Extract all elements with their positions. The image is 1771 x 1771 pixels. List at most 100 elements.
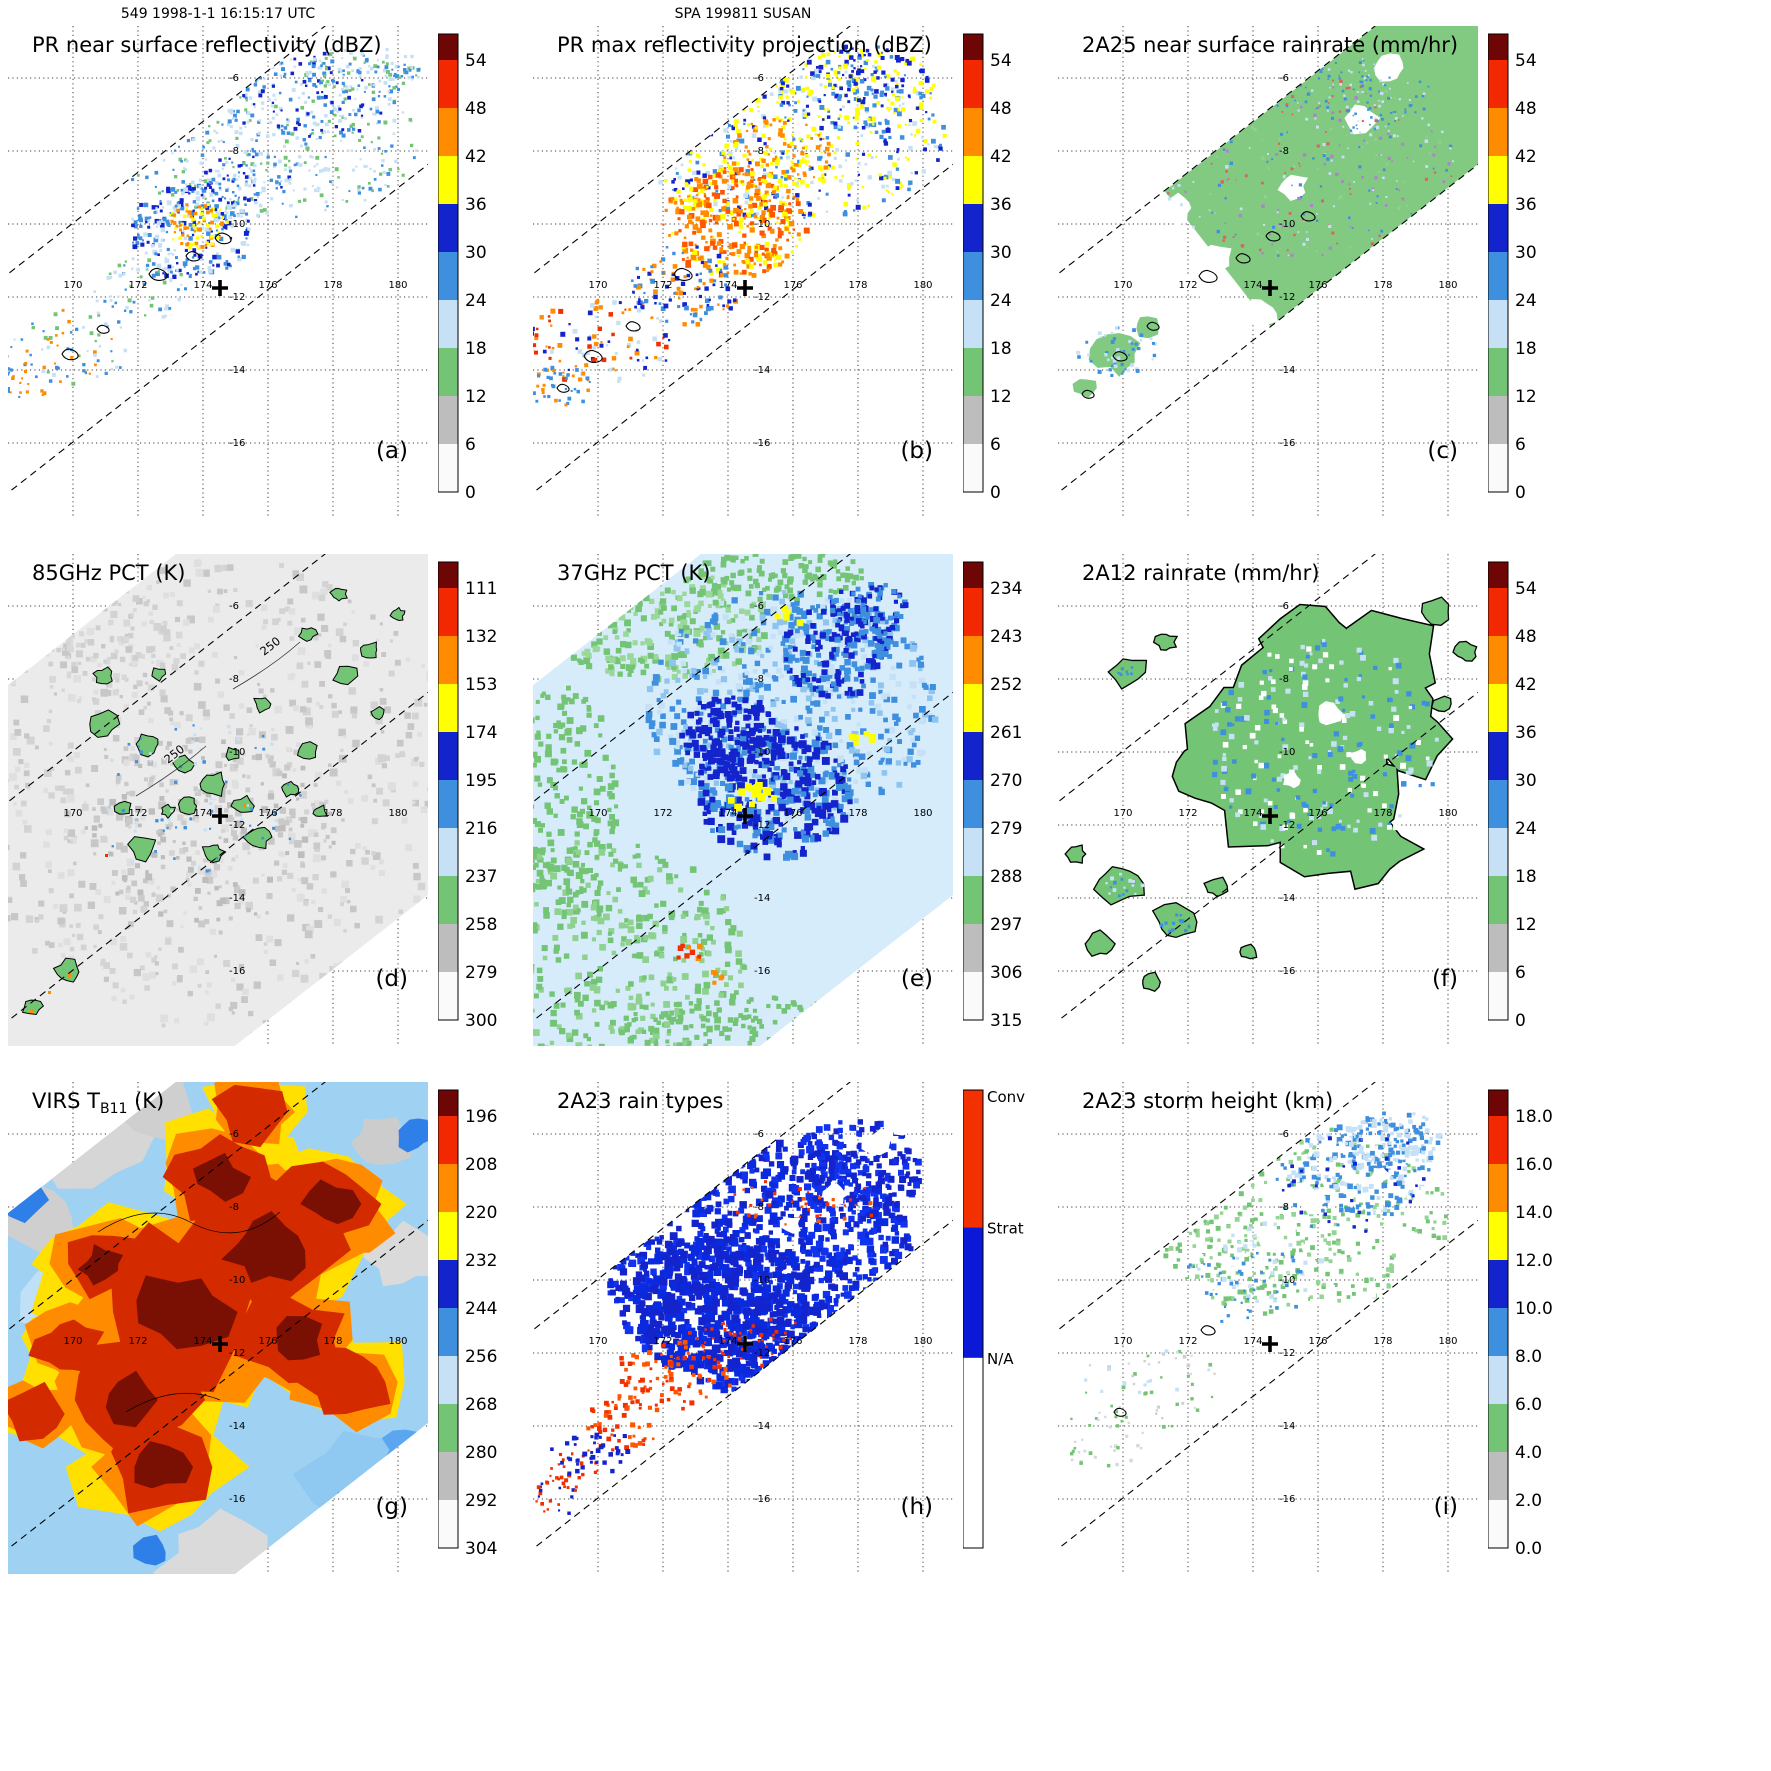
colorbar-tick-label: 279: [990, 819, 1022, 839]
latlon-grid-labels: 170 172 174 176 178 180 -6 -8 -10 -12 -14 -16: [63, 1129, 407, 1505]
colorbar-tick-label: 48: [1515, 99, 1537, 119]
panel-letter: (f): [1432, 966, 1458, 992]
lon-label: 180: [913, 1336, 932, 1347]
colorbar-segment: [963, 252, 983, 300]
colorbar-segment: [1488, 588, 1508, 636]
colorbar-segment: [1488, 204, 1508, 252]
colorbar-segment: [963, 156, 983, 204]
map-a: 170 172 174 176 178 180 -6 -8 -10 -12 -14 -16 PR nea…: [8, 26, 428, 518]
lat-label: -6: [229, 601, 239, 612]
data-raster: [8, 1082, 428, 1574]
lon-label: 172: [128, 280, 147, 291]
lon-label: 170: [1113, 808, 1132, 819]
panel-h: 170 172 174 176 178 180 -6 -8 -10 -12 -14 -16 2A23 r…: [533, 1082, 1053, 1580]
colorbar-tick-label: 30: [465, 243, 487, 263]
lat-label: -10: [229, 219, 245, 230]
panel-a: 170 172 174 176 178 180 -6 -8 -10 -12 -14 -16 PR nea…: [8, 26, 528, 524]
lon-label: 172: [653, 280, 672, 291]
storm-center-marker: [212, 1336, 228, 1352]
colorbar-segment: [1488, 972, 1508, 1020]
storm-center-marker: [737, 808, 753, 824]
colorbar-segment: [1488, 732, 1508, 780]
colorbar-tick-label: 48: [990, 99, 1012, 119]
colorbar-tick-label: 288: [990, 867, 1022, 887]
lat-label: -8: [229, 674, 239, 685]
lat-label: -16: [754, 438, 770, 449]
lon-label: 178: [848, 1336, 867, 1347]
panel-title: VIRS TB11 (K): [32, 1089, 164, 1117]
swath-edge-lines: [533, 26, 953, 494]
colorbar-segment: [1488, 444, 1508, 492]
lon-label: 180: [1438, 280, 1457, 291]
lat-label: -10: [229, 747, 245, 758]
colorbar-tick-label: 18: [990, 339, 1012, 359]
lon-label: 180: [913, 808, 932, 819]
colorbar-segment: [1488, 1116, 1508, 1164]
colorbar-tick-label: 306: [990, 963, 1022, 983]
colorbar-tick-label: 244: [465, 1299, 497, 1319]
colorbar-tick-label: 54: [465, 51, 487, 71]
lon-label: 180: [388, 280, 407, 291]
colorbar-tick-label: 0: [1515, 483, 1526, 503]
lon-label: 176: [258, 808, 277, 819]
map-b: 170 172 174 176 178 180 -6 -8 -10 -12 -14 -16 PR max…: [533, 26, 953, 518]
colorbar-tick-label: 48: [1515, 627, 1537, 647]
panel-title: 2A23 storm height (km): [1082, 1089, 1333, 1113]
colorbar-tick-label: 36: [1515, 195, 1537, 215]
colorbar-segment: [963, 204, 983, 252]
colorbar-tick-label: 12: [1515, 387, 1537, 407]
colorbar-tick-label: 54: [990, 51, 1012, 71]
lat-label: -8: [754, 674, 764, 685]
lat-label: -14: [1279, 893, 1295, 904]
swath-edge-lines: [533, 1082, 953, 1550]
lon-label: 178: [323, 1336, 342, 1347]
panel-title: 37GHz PCT (K): [557, 561, 710, 585]
lat-label: -16: [1279, 1494, 1295, 1505]
colorbar-segment: [963, 732, 983, 780]
colorbar-tick-label: 24: [1515, 291, 1537, 311]
lat-label: -16: [229, 438, 245, 449]
swath-edge-lines: [1058, 554, 1478, 1022]
data-raster: [533, 44, 947, 407]
panel-e: 170 172 174 176 178 180 -6 -8 -10 -12 -14 -16 37GHz …: [533, 554, 1053, 1052]
lat-label: -14: [754, 893, 770, 904]
colorbar-g: 196 208 220 232 244 256 268 280 292 304: [438, 1089, 497, 1559]
panel-d: 170 172 174 176 178 180 -6 -8 -10 -12 -14 -16 250 250…: [8, 554, 528, 1052]
panel-title: PR near surface reflectivity (dBZ): [32, 33, 382, 57]
colorbar-segment: [1488, 828, 1508, 876]
lat-label: -10: [754, 1275, 770, 1286]
colorbar-segment: [438, 1212, 458, 1260]
colorbar-tick-label: 14.0: [1515, 1203, 1553, 1223]
colorbar-tick-label: 279: [465, 963, 497, 983]
lon-label: 178: [323, 808, 342, 819]
colorbar-segment: [1488, 60, 1508, 108]
colorbar-segment: [963, 876, 983, 924]
colorbar-tick-label: 30: [990, 243, 1012, 263]
lon-label: 170: [588, 280, 607, 291]
colorbar-tick-label: 42: [1515, 147, 1537, 167]
colorbar-segment: [438, 252, 458, 300]
lon-label: 176: [783, 808, 802, 819]
lat-label: -14: [229, 893, 245, 904]
colorbar-d: 111 132 153 174 195 216 237 258 279 300: [438, 561, 497, 1031]
lon-label: 174: [193, 280, 212, 291]
lon-label: 178: [848, 280, 867, 291]
colorbar-tick-label: 54: [1515, 579, 1537, 599]
colorbar-segment: [438, 1116, 458, 1164]
colorbar-segment: [438, 636, 458, 684]
colorbar-segment: [438, 1164, 458, 1212]
lon-label: 176: [258, 1336, 277, 1347]
lon-label: 172: [128, 1336, 147, 1347]
lat-label: -8: [754, 146, 764, 157]
colorbar-segment: [438, 1404, 458, 1452]
latlon-grid-labels: 170 172 174 176 178 180 -6 -8 -10 -12 -14 -16: [1113, 73, 1457, 449]
colorbar-tick-label: 16.0: [1515, 1155, 1553, 1175]
colorbar-segment: [1488, 684, 1508, 732]
colorbar-tick-label: 216: [465, 819, 497, 839]
panel-letter: (i): [1434, 1494, 1458, 1520]
colorbar-segment: [1488, 1404, 1508, 1452]
lon-label: 178: [848, 808, 867, 819]
colorbar-tick-label: 36: [465, 195, 487, 215]
colorbar-tick-label: 12: [465, 387, 487, 407]
